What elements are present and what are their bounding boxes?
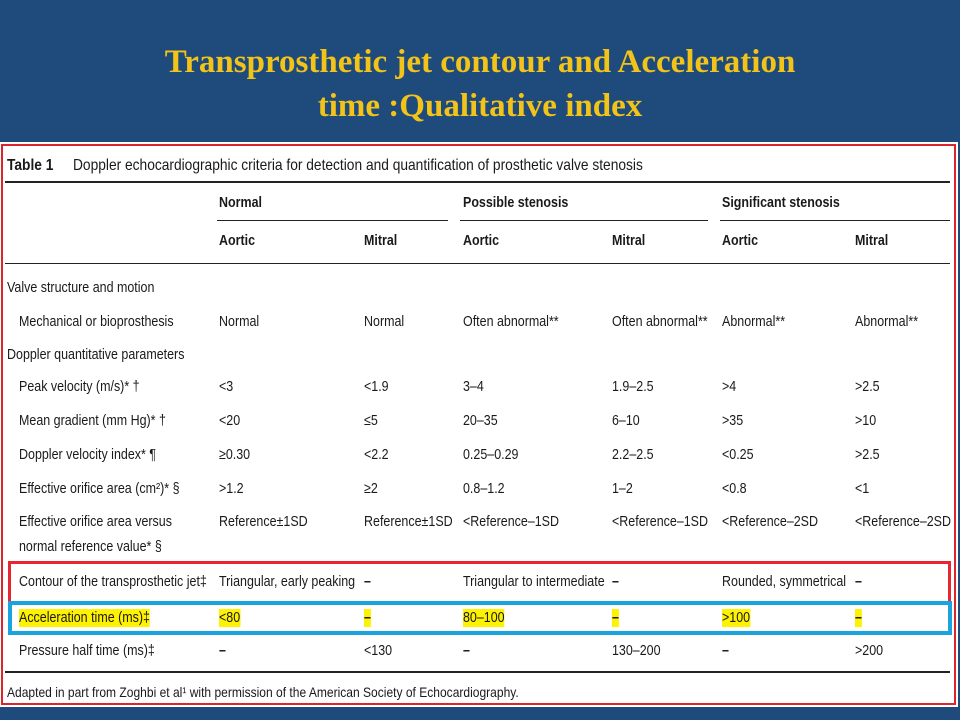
table-panel-outline [1, 144, 956, 705]
table-cell: >100 [722, 609, 751, 627]
group-head-significant: Significant stenosis [722, 195, 840, 211]
row-label: Effective orifice area (cm²)* § [19, 481, 180, 497]
table-cell: 0.25–0.29 [463, 447, 519, 463]
row-label-continued: normal reference value* § [19, 539, 162, 555]
row-label: Mechanical or bioprosthesis [19, 314, 174, 330]
table-cell: Normal [219, 314, 260, 330]
table-cell: Often abnormal** [612, 314, 708, 330]
table-cell: Reference±1SD [219, 514, 308, 530]
table-cell: >2.5 [855, 379, 880, 395]
table-cell: <Reference–2SD [855, 514, 952, 530]
table-cell: <3 [219, 379, 234, 395]
section-valve-structure: Valve structure and motion [7, 280, 155, 296]
group-rule-normal [217, 220, 448, 221]
row-label: Acceleration time (ms)‡ [19, 609, 150, 627]
table-cell: 3–4 [463, 379, 484, 395]
table-caption: Doppler echocardiographic criteria for d… [73, 157, 643, 174]
rule-header [5, 263, 950, 264]
table-cell: Often abnormal** [463, 314, 559, 330]
table-cell: 0.8–1.2 [463, 481, 505, 497]
table-cell: <1 [855, 481, 870, 497]
table-cell: >1.2 [219, 481, 244, 497]
group-head-normal: Normal [219, 195, 262, 211]
red-highlight-box [8, 561, 951, 604]
table-cell: <2.2 [364, 447, 389, 463]
table-footnote: Adapted in part from Zoghbi et al¹ with … [7, 684, 519, 700]
table-cell: >10 [855, 413, 877, 429]
rule-bottom [5, 671, 950, 673]
subhead-significant-aortic: Aortic [722, 233, 759, 249]
table-cell: Abnormal** [722, 314, 786, 330]
subhead-normal-aortic: Aortic [219, 233, 256, 249]
table-cell: <0.25 [722, 447, 754, 463]
subhead-significant-mitral: Mitral [855, 233, 889, 249]
table-cell: 1.9–2.5 [612, 379, 654, 395]
table-cell: <20 [219, 413, 241, 429]
table-cell: – [722, 643, 729, 659]
blue-highlight-box [8, 601, 952, 635]
table-cell: <1.9 [364, 379, 389, 395]
slide-title-line-1: Transprosthetic jet contour and Accelera… [164, 44, 796, 80]
table-cell: 80–100 [463, 609, 505, 627]
table-cell: – [219, 643, 226, 659]
table-cell: – [612, 609, 619, 627]
table-cell: ≤5 [364, 413, 378, 429]
group-head-possible: Possible stenosis [463, 195, 569, 211]
rule-top [5, 181, 950, 183]
row-label: Pressure half time (ms)‡ [19, 643, 155, 659]
table-cell: 20–35 [463, 413, 498, 429]
slide-title-line-2: time :Qualitative index [317, 88, 643, 124]
section-doppler: Doppler quantitative parameters [7, 347, 185, 363]
row-label: Peak velocity (m/s)* † [19, 379, 140, 395]
table-cell: >2.5 [855, 447, 880, 463]
table-cell: ≥2 [364, 481, 378, 497]
subhead-possible-aortic: Aortic [463, 233, 500, 249]
table-cell: 2.2–2.5 [612, 447, 654, 463]
table-cell: – [855, 574, 862, 590]
table-cell: >200 [855, 643, 884, 659]
table-cell: 130–200 [612, 643, 661, 659]
row-label: Mean gradient (mm Hg)* † [19, 413, 166, 429]
row-label: Effective orifice area versus [19, 514, 172, 530]
table-cell: Triangular, early peaking [219, 574, 356, 590]
table-cell: – [855, 609, 862, 627]
table-cell: – [364, 609, 371, 627]
table-cell: <Reference–2SD [722, 514, 819, 530]
table-cell: <130 [364, 643, 393, 659]
table-cell: Reference±1SD [364, 514, 453, 530]
slide-title: Transprosthetic jet contour and Accelera… [0, 40, 960, 128]
table-cell: – [463, 643, 470, 659]
group-rule-significant [720, 220, 950, 221]
table-cell: – [364, 574, 371, 590]
table-label: Table 1 [7, 157, 54, 174]
table-cell: Triangular to intermediate [463, 574, 605, 590]
table-cell: >4 [722, 379, 737, 395]
table-cell: Normal [364, 314, 405, 330]
table-cell: 6–10 [612, 413, 640, 429]
table-cell: <Reference–1SD [463, 514, 560, 530]
row-label: Contour of the transprosthetic jet‡ [19, 574, 207, 590]
table-cell: Rounded, symmetrical [722, 574, 847, 590]
group-rule-possible [460, 220, 708, 221]
row-label: Doppler velocity index* ¶ [19, 447, 157, 463]
subhead-possible-mitral: Mitral [612, 233, 646, 249]
table-cell: <80 [219, 609, 241, 627]
table-cell: – [612, 574, 619, 590]
table-cell: ≥0.30 [219, 447, 251, 463]
subhead-normal-mitral: Mitral [364, 233, 398, 249]
table-cell: Abnormal** [855, 314, 919, 330]
table-cell: >35 [722, 413, 744, 429]
table-cell: 1–2 [612, 481, 633, 497]
table-cell: <Reference–1SD [612, 514, 709, 530]
table-cell: <0.8 [722, 481, 747, 497]
